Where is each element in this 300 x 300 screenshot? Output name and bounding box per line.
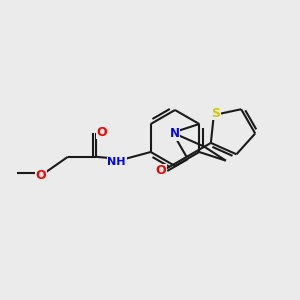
Text: S: S <box>211 106 220 120</box>
Text: O: O <box>36 169 46 182</box>
Text: O: O <box>97 125 107 139</box>
Text: N: N <box>169 127 180 140</box>
Text: NH: NH <box>107 157 126 167</box>
Text: O: O <box>156 164 166 177</box>
